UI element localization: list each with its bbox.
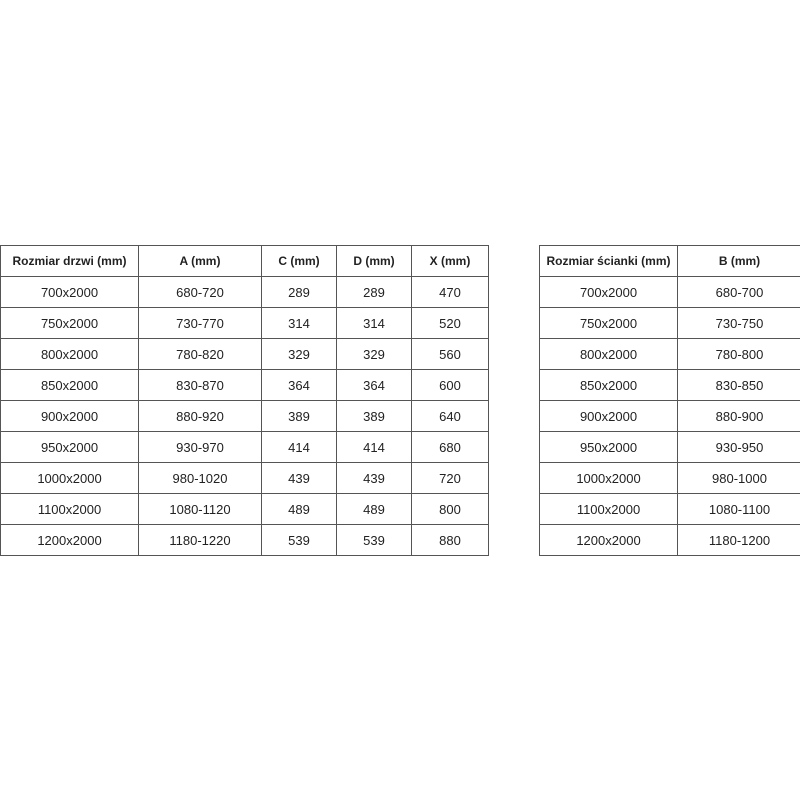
table-cell: 364 [336,369,412,401]
table-cell: 329 [336,338,412,370]
table-cell: 1100x2000 [0,493,139,525]
table-cell: 489 [336,493,412,525]
table-row: 850x2000 830-870 364 364 600 [0,369,489,401]
column-header: C (mm) [261,245,337,277]
table-cell: 389 [336,400,412,432]
table-row: 750x2000 730-750 [539,307,800,339]
table-cell: 314 [261,307,337,339]
table-cell: 930-970 [138,431,262,463]
table-cell: 640 [411,400,489,432]
table-cell: 880-920 [138,400,262,432]
door-size-table: Rozmiar drzwi (mm) A (mm) C (mm) D (mm) X (m… [0,245,489,556]
table-cell: 1000x2000 [0,462,139,494]
table-cell: 680-700 [677,276,800,308]
table-cell: 830-850 [677,369,800,401]
table-cell: 720 [411,462,489,494]
table-cell: 930-950 [677,431,800,463]
table-cell: 1180-1200 [677,524,800,556]
table-cell: 539 [336,524,412,556]
table-row: 800x2000 780-800 [539,338,800,370]
table-cell: 289 [336,276,412,308]
table-cell: 750x2000 [0,307,139,339]
column-header: D (mm) [336,245,412,277]
table-cell: 900x2000 [539,400,678,432]
table-cell: 880 [411,524,489,556]
table-cell: 850x2000 [539,369,678,401]
table-cell: 1100x2000 [539,493,678,525]
table-cell: 560 [411,338,489,370]
table-row: 750x2000 730-770 314 314 520 [0,307,489,339]
table-cell: 520 [411,307,489,339]
table-cell: 780-800 [677,338,800,370]
table-row: 900x2000 880-900 [539,400,800,432]
table-cell: 1200x2000 [539,524,678,556]
table-cell: 1180-1220 [138,524,262,556]
table-row: 1200x2000 1180-1200 [539,524,800,556]
column-header: Rozmiar drzwi (mm) [0,245,139,277]
table-cell: 414 [336,431,412,463]
table-cell: 289 [261,276,337,308]
table-cell: 680 [411,431,489,463]
table-cell: 800 [411,493,489,525]
table-cell: 1080-1120 [138,493,262,525]
table-row: 950x2000 930-970 414 414 680 [0,431,489,463]
table-cell: 880-900 [677,400,800,432]
table-cell: 830-870 [138,369,262,401]
table-row: 800x2000 780-820 329 329 560 [0,338,489,370]
table-cell: 850x2000 [0,369,139,401]
header-row: Rozmiar ścianki (mm) B (mm) [539,245,800,277]
table-row: 900x2000 880-920 389 389 640 [0,400,489,432]
table-cell: 700x2000 [539,276,678,308]
table-cell: 414 [261,431,337,463]
table-cell: 950x2000 [539,431,678,463]
table-row: 1100x2000 1080-1120 489 489 800 [0,493,489,525]
column-header: Rozmiar ścianki (mm) [539,245,678,277]
table-cell: 780-820 [138,338,262,370]
table-cell: 329 [261,338,337,370]
table-cell: 389 [261,400,337,432]
table-cell: 314 [336,307,412,339]
table-cell: 980-1000 [677,462,800,494]
table-row: 950x2000 930-950 [539,431,800,463]
table-cell: 730-750 [677,307,800,339]
table-cell: 950x2000 [0,431,139,463]
table-cell: 470 [411,276,489,308]
wall-size-table: Rozmiar ścianki (mm) B (mm) 700x2000 680-7… [539,245,800,556]
table-cell: 680-720 [138,276,262,308]
table-cell: 1000x2000 [539,462,678,494]
header-row: Rozmiar drzwi (mm) A (mm) C (mm) D (mm) X (m… [0,245,489,277]
table-cell: 364 [261,369,337,401]
table-cell: 1200x2000 [0,524,139,556]
table-cell: 439 [336,462,412,494]
table-cell: 800x2000 [0,338,139,370]
table-row: 700x2000 680-700 [539,276,800,308]
table-cell: 600 [411,369,489,401]
table-row: 1000x2000 980-1000 [539,462,800,494]
table-cell: 730-770 [138,307,262,339]
table-row: 1200x2000 1180-1220 539 539 880 [0,524,489,556]
table-cell: 750x2000 [539,307,678,339]
table-row: 850x2000 830-850 [539,369,800,401]
column-header: X (mm) [411,245,489,277]
table-cell: 800x2000 [539,338,678,370]
table-cell: 489 [261,493,337,525]
table-cell: 700x2000 [0,276,139,308]
table-cell: 900x2000 [0,400,139,432]
table-row: 700x2000 680-720 289 289 470 [0,276,489,308]
table-cell: 1080-1100 [677,493,800,525]
table-row: 1100x2000 1080-1100 [539,493,800,525]
table-row: 1000x2000 980-1020 439 439 720 [0,462,489,494]
table-cell: 539 [261,524,337,556]
table-cell: 439 [261,462,337,494]
table-cell: 980-1020 [138,462,262,494]
column-header: B (mm) [677,245,800,277]
column-header: A (mm) [138,245,262,277]
